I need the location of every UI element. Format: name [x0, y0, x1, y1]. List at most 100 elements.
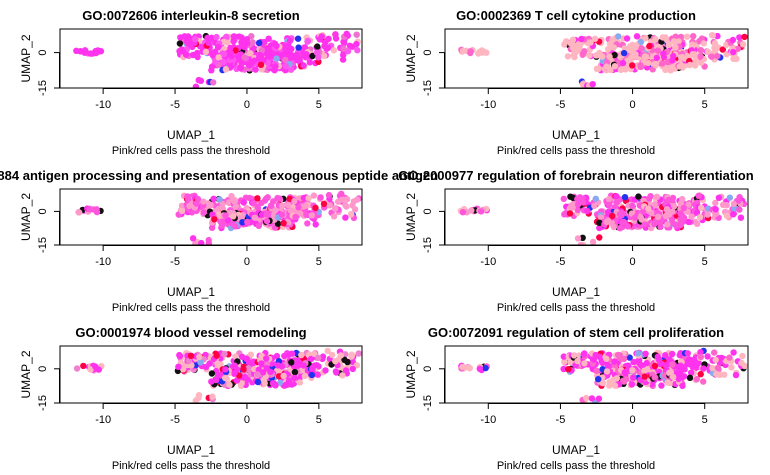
cell-point — [668, 369, 674, 375]
cell-point — [570, 45, 576, 51]
cell-point — [258, 62, 264, 68]
cell-point — [642, 35, 648, 41]
cell-point — [738, 360, 744, 366]
cell-point — [714, 53, 720, 59]
panel-subtitle: Pink/red cells pass the threshold — [112, 145, 270, 157]
cell-point — [695, 193, 701, 199]
cell-point — [233, 203, 239, 209]
cell-point — [642, 373, 648, 379]
cell-point — [244, 36, 250, 42]
cell-point — [669, 361, 675, 367]
cell-point — [663, 362, 669, 368]
panel-title: GO:0002369 T cell cytokine production — [456, 8, 696, 23]
cell-point — [223, 66, 229, 72]
cell-point — [194, 52, 200, 58]
x-tick-label: -5 — [556, 414, 566, 426]
cell-point — [644, 366, 650, 372]
umap-panel-5: GO:0001974 blood vessel remodeling-10 -5 0… — [19, 325, 362, 472]
cell-point — [340, 45, 346, 51]
cell-point — [295, 36, 301, 42]
cell-point — [206, 360, 212, 366]
cell-point — [691, 359, 697, 365]
cell-point — [700, 378, 706, 384]
cell-point — [80, 363, 86, 369]
cell-point — [344, 31, 350, 37]
cell-point — [584, 208, 590, 214]
cell-point — [697, 53, 703, 59]
y-tick-label: 0 — [37, 208, 49, 214]
cell-point — [670, 53, 676, 59]
cell-point — [677, 216, 683, 222]
x-tick-label: 5 — [316, 414, 322, 426]
cell-point — [704, 353, 710, 359]
y-tick-label: -15 — [422, 395, 434, 411]
cell-point — [325, 36, 331, 42]
x-tick-label: -5 — [556, 99, 566, 111]
cell-point — [351, 198, 357, 204]
scatter-points — [458, 192, 748, 248]
cell-point — [459, 364, 465, 370]
cell-point — [614, 375, 620, 381]
cell-point — [565, 53, 571, 59]
cell-point — [724, 202, 730, 208]
cell-point — [660, 51, 666, 57]
cell-point — [226, 382, 232, 388]
cell-point — [586, 52, 592, 58]
cell-point — [74, 365, 80, 371]
cell-point — [736, 206, 742, 212]
cell-point — [618, 212, 624, 218]
cell-point — [621, 50, 627, 56]
cell-point — [460, 209, 466, 215]
cell-point — [635, 350, 641, 356]
cell-point — [344, 196, 350, 202]
cell-point — [256, 223, 262, 229]
cell-point — [263, 355, 269, 361]
cell-point — [177, 40, 183, 46]
cell-point — [210, 79, 216, 85]
cell-point — [246, 62, 252, 68]
cell-point — [241, 54, 247, 60]
x-tick-label: 5 — [316, 99, 322, 111]
cell-point — [635, 193, 641, 199]
cell-point — [93, 206, 99, 212]
cell-point — [567, 210, 573, 216]
cell-point — [322, 367, 328, 373]
cell-point — [625, 223, 631, 229]
cell-point — [317, 194, 323, 200]
cell-point — [652, 363, 658, 369]
cell-point — [313, 221, 319, 227]
cell-point — [286, 378, 292, 384]
cell-point — [739, 353, 745, 359]
cell-point — [264, 365, 270, 371]
cell-point — [214, 360, 220, 366]
cell-point — [590, 239, 596, 245]
cell-point — [690, 51, 696, 57]
cell-point — [210, 196, 216, 202]
cell-point — [578, 36, 584, 42]
cell-point — [279, 203, 285, 209]
cell-point — [89, 50, 95, 56]
scatter-points — [458, 348, 748, 405]
cell-point — [711, 349, 717, 355]
cell-point — [580, 51, 586, 57]
x-tick-label: -10 — [480, 99, 496, 111]
cell-point — [213, 34, 219, 40]
cell-point — [599, 53, 605, 59]
x-tick-label: 5 — [316, 256, 322, 268]
cell-point — [216, 196, 222, 202]
cell-point — [637, 62, 643, 68]
cell-point — [312, 205, 318, 211]
cell-point — [575, 235, 581, 241]
y-tick-label: -15 — [37, 237, 49, 253]
umap-panel-6: GO:0072091 regulation of stem cell proli… — [404, 325, 748, 472]
cell-point — [228, 53, 234, 59]
cell-point — [276, 195, 282, 201]
cell-point — [651, 221, 657, 227]
cell-point — [694, 221, 700, 227]
cell-point — [92, 363, 98, 369]
cell-point — [687, 62, 693, 68]
cell-point — [264, 218, 270, 224]
cell-point — [478, 208, 484, 214]
cell-point — [593, 196, 599, 202]
cell-point — [179, 208, 185, 214]
